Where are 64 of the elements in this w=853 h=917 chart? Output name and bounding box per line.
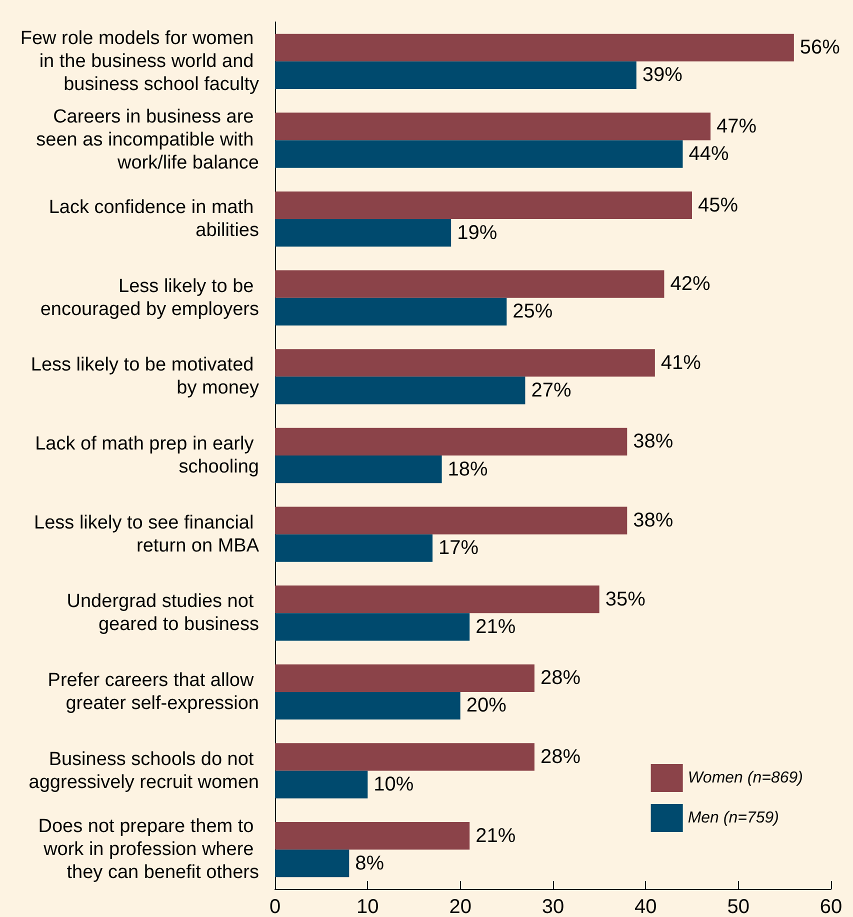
data-label: 28% [540,746,581,768]
data-label: 28% [540,667,581,690]
x-tick-label: 10 [356,896,379,917]
y-tick-label: Lack of math prep in early schooling [35,434,259,478]
legend-label: Men (n=759) [688,810,780,826]
y-tick-label: Does not prepare them to work in profession where they can benefit others [38,816,259,884]
bar [275,270,664,298]
data-label: 21% [476,824,516,847]
bar [275,613,470,641]
y-tick-label: Less likely to see financial return on MBA [34,512,260,556]
bar [275,743,534,771]
bar [275,61,636,89]
bar [275,664,534,692]
data-label: 38% [633,510,674,532]
bar [275,112,711,140]
data-label: 18% [448,458,488,480]
data-label: 25% [512,300,553,323]
data-label: 27% [531,379,572,402]
data-label: 20% [466,694,507,717]
y-tick-label: Business schools do not aggressively recruit women [28,748,259,793]
y-tick-label: Less likely to be motivated by money [30,354,260,399]
data-label: 19% [457,222,498,244]
data-label: 8% [355,852,384,874]
x-tick-label: 50 [727,896,750,917]
bar [275,586,600,614]
y-tick-label: Few role models for women in the business world and business school faculty [20,28,260,95]
bar [275,140,683,168]
y-tick-label: Prefer careers that allow greater self-expression [48,670,259,714]
data-label: 41% [660,352,702,374]
bar [275,822,470,850]
data-label: 47% [716,115,757,138]
data-label: 35% [605,588,646,610]
data-label: 56% [800,36,840,59]
data-label: 17% [438,537,479,560]
data-label: 38% [633,430,674,453]
y-tick-label: Lack confidence in math abilities [48,197,259,242]
x-tick-label: 20 [449,896,472,917]
data-label: 42% [670,273,710,296]
data-label: 44% [688,143,729,166]
x-tick-label: 30 [542,896,564,917]
data-label: 21% [476,616,516,638]
data-label: 39% [642,64,683,86]
data-label: 10% [374,774,414,796]
x-tick-label: 60 [820,896,842,917]
bar [275,191,692,220]
legend-label: Women (n=869) [688,770,804,786]
bar [275,850,350,878]
bar [275,506,628,534]
x-tick-label: 0 [269,896,281,917]
bar [275,428,628,456]
bar [275,349,655,377]
y-tick-label: Undergrad studies not geared to business [66,591,259,636]
data-label: 45% [698,194,738,216]
y-tick-label: Careers in business are seen as incompatible with work/life balance [36,106,259,174]
bar [275,219,452,247]
bar [275,298,507,326]
bar [275,34,794,62]
y-tick-label: Less likely to be encouraged by employers [40,276,259,320]
bar [275,692,460,720]
bar [275,376,526,404]
x-tick-label: 40 [634,896,657,917]
bar [275,770,368,798]
bar [275,534,433,562]
bar [275,456,442,484]
